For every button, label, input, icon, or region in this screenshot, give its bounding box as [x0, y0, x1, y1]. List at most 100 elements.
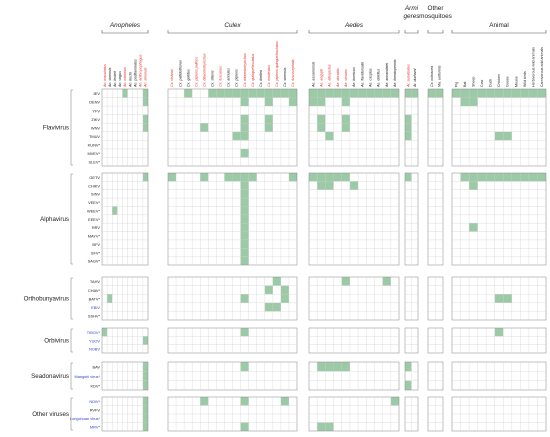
heatmap-cell: [341, 89, 350, 98]
family-labels: Flavivirus Alphavirus Orthobunyavirus Orbiv…: [24, 89, 73, 431]
column-label: Ae. vexans: [344, 69, 348, 88]
column-label: Herbivorous wild animals: [531, 47, 535, 87]
heatmap-cell: [142, 414, 148, 423]
heatmap-cell: [537, 173, 546, 182]
column-label: Cx. pipiens: [235, 69, 239, 87]
heatmap-cell: [405, 380, 412, 390]
row-label: CHAV*: [88, 288, 101, 293]
block-border: [101, 276, 149, 321]
family-label: Seadonavirus: [31, 373, 69, 380]
heatmap-cell: [405, 123, 412, 132]
heatmap-cell: [341, 123, 350, 132]
column-label: Cx. fuscocephala: [291, 59, 295, 87]
row-label: WNV: [91, 125, 100, 130]
heatmap-cell: [240, 97, 249, 107]
column-label: Ae. caspius: [369, 68, 373, 88]
heatmap-cell: [317, 123, 326, 132]
heatmap-cell: [469, 97, 478, 107]
column-label: Carnivorous wild animals: [540, 47, 544, 87]
heatmap-cell: [503, 131, 512, 141]
column-label: Cx. sinensis: [283, 67, 287, 87]
heatmap-cell: [240, 256, 249, 265]
column-label: An. minimus: [123, 67, 127, 88]
family-label: Orbivirus: [44, 338, 69, 345]
column-group-label: Animal: [489, 22, 509, 29]
heatmap-cell: [477, 173, 487, 182]
heatmap-cell: [142, 362, 148, 372]
column-label: An. kochi: [128, 72, 132, 88]
column-label: Cx. sitiens: [211, 70, 215, 87]
row-label: MVEV*: [87, 151, 100, 156]
heatmap-cell: [240, 173, 249, 182]
heatmap-cell: [240, 89, 249, 98]
heatmap-cell: [240, 114, 249, 124]
heatmap-cell: [469, 223, 478, 232]
row-label: DENV: [89, 100, 100, 105]
column-label: Cx. quinquefasciatus: [251, 53, 255, 87]
heatmap-cell: [272, 277, 281, 286]
heatmap-cell: [264, 302, 273, 312]
block-border: [101, 88, 149, 167]
row-label: MRV*: [90, 425, 101, 430]
heatmap-cell: [460, 173, 470, 182]
row-label: TIBOV*: [87, 330, 101, 335]
row-label: SINV: [91, 192, 100, 197]
row-label: KUNV*: [88, 142, 101, 147]
heatmap-cell: [240, 181, 249, 190]
heatmap-cell: [102, 328, 108, 337]
heatmap-cell: [272, 302, 281, 312]
row-label: BATV*: [89, 296, 101, 301]
column-group-label: Culex: [224, 22, 241, 29]
row-label: WEEV*: [87, 208, 100, 213]
heatmap-cell: [142, 371, 148, 381]
heatmap-cell: [240, 189, 249, 199]
family-bracket: [70, 328, 73, 353]
column-label: Cx. annulus: [227, 68, 231, 87]
row-label: SLEV*: [89, 160, 101, 165]
column-label: Ae. dorsalis: [336, 68, 340, 88]
row-label: BAV: [93, 365, 101, 370]
heatmap-cell: [264, 97, 273, 107]
row-label: EBIV: [91, 305, 100, 310]
column-group-bracket: [404, 30, 419, 34]
heatmap-cell: [317, 97, 326, 107]
column-label: Ma. uniformis: [437, 65, 441, 87]
column-label: Ae. lineatopennis: [393, 59, 397, 88]
column-label: Cx. bitaeniorhynchus: [202, 53, 206, 87]
column-group-bracket: [451, 30, 547, 34]
heatmap-cell: [142, 380, 148, 390]
heatmap-cell: [248, 89, 257, 98]
heatmap-cell: [325, 422, 334, 431]
heatmap-blocks: [101, 88, 547, 432]
heatmap-cell: [264, 114, 273, 124]
row-label: VEEV*: [88, 200, 100, 205]
block-border: [308, 361, 400, 391]
heatmap-cell: [309, 97, 318, 107]
row-label: SFV*: [91, 250, 101, 255]
heatmap-cell: [528, 89, 538, 98]
heatmap-cell: [208, 89, 217, 98]
heatmap-cell: [469, 173, 478, 182]
column-label: Chicken: [497, 74, 501, 87]
heatmap-cell: [341, 277, 350, 286]
heatmap-cell: [486, 173, 495, 182]
family-label: Orthobunyavirus: [24, 296, 69, 303]
heatmap-cell: [142, 123, 148, 132]
heatmap-cell: [494, 89, 504, 98]
heatmap-cell: [460, 97, 470, 107]
family-bracket: [70, 173, 73, 265]
heatmap-cell: [142, 336, 148, 345]
heatmap-cell: [256, 89, 265, 98]
column-label: Cx. modestus: [267, 65, 271, 87]
column-label: Goose: [506, 76, 510, 87]
heatmap-cell: [317, 89, 326, 98]
heatmap-cell: [494, 328, 504, 337]
heatmap-cell: [325, 362, 334, 372]
row-label: BFV: [92, 242, 100, 247]
heatmap-cell: [168, 173, 177, 182]
heatmap-cell: [317, 181, 326, 190]
heatmap-cell: [325, 89, 334, 98]
family-bracket: [70, 397, 73, 431]
